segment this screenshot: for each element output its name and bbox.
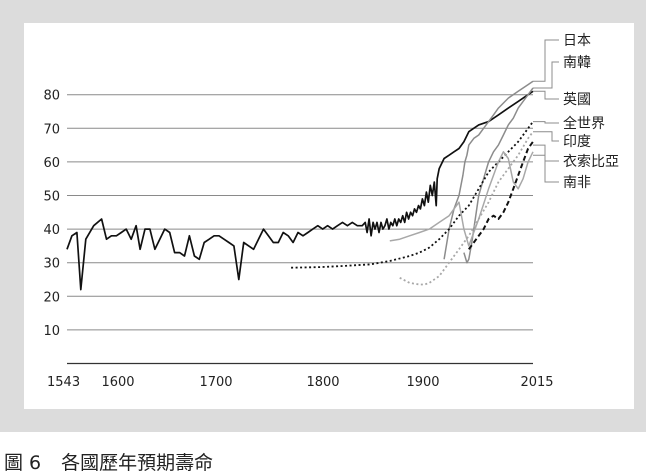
series-line bbox=[389, 151, 534, 247]
figure-title: 各國歷年預期壽命 bbox=[61, 452, 214, 474]
legend-leader-line bbox=[533, 121, 559, 124]
legend-label: 南韓 bbox=[563, 55, 591, 71]
legend-label: 南非 bbox=[563, 175, 591, 191]
x-tick-label: 1700 bbox=[199, 375, 232, 390]
series-line bbox=[443, 80, 534, 260]
y-tick-label: 60 bbox=[43, 156, 60, 171]
legend-label: 衣索比亞 bbox=[563, 153, 619, 170]
y-tick-label: 50 bbox=[43, 190, 60, 205]
y-axis-ticks: 10 20 30 40 50 60 70 80 bbox=[43, 89, 60, 339]
figure-label: 圖 6 bbox=[4, 452, 42, 474]
legend-label: 印度 bbox=[563, 134, 591, 150]
chart-card bbox=[24, 23, 634, 409]
y-tick-label: 20 bbox=[43, 290, 60, 305]
gridlines bbox=[67, 94, 533, 331]
y-tick-label: 80 bbox=[43, 89, 60, 104]
figure-caption: 圖 6 各國歷年預期壽命 bbox=[4, 448, 213, 475]
x-tick-label: 1600 bbox=[101, 375, 134, 390]
legend-leader-line bbox=[533, 131, 559, 142]
legend-label: 全世界 bbox=[563, 115, 605, 132]
series-line bbox=[467, 141, 534, 250]
legend-label: 英國 bbox=[563, 91, 591, 108]
data-series bbox=[66, 80, 534, 291]
x-axis-ticks: 1543 1600 1700 1800 1900 2015 bbox=[47, 375, 554, 390]
y-tick-label: 70 bbox=[43, 122, 60, 137]
x-tick-label: 1800 bbox=[306, 375, 339, 390]
legend-leader-line bbox=[533, 154, 559, 183]
legend-leader-line bbox=[533, 61, 559, 89]
y-tick-label: 10 bbox=[43, 324, 60, 339]
legend-leader-line bbox=[533, 144, 559, 162]
legend-leader-line bbox=[533, 90, 559, 100]
legend-label: 日本 bbox=[563, 33, 591, 49]
x-tick-label: 1543 bbox=[47, 375, 80, 390]
legend-leader-line bbox=[533, 39, 559, 82]
series-line bbox=[291, 121, 534, 269]
x-tick-label: 2015 bbox=[520, 375, 553, 390]
series-line bbox=[399, 131, 534, 286]
y-tick-label: 40 bbox=[43, 223, 60, 238]
series-line bbox=[66, 90, 534, 291]
x-tick-label: 1900 bbox=[406, 375, 439, 390]
y-tick-label: 30 bbox=[43, 257, 60, 272]
